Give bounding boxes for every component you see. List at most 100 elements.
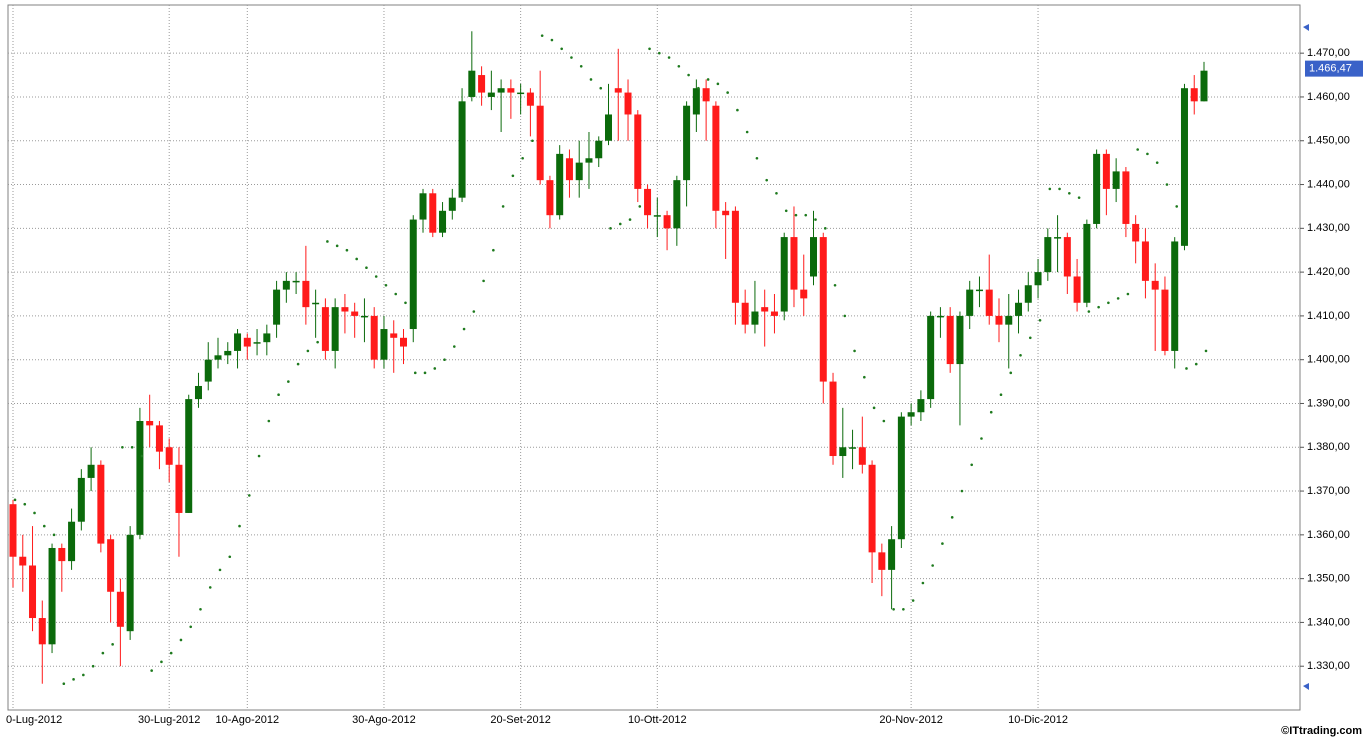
candle-body — [263, 333, 271, 343]
candle-body — [282, 280, 290, 290]
candle-body — [146, 420, 154, 426]
scroll-marker — [1303, 24, 1309, 31]
candle-body — [360, 315, 368, 318]
candle-body — [58, 547, 66, 562]
candle-body — [780, 237, 788, 312]
candle-body — [936, 315, 944, 318]
sar-dot — [247, 494, 251, 497]
candle-body — [419, 193, 427, 220]
candle-body — [575, 162, 583, 181]
candle-body — [1044, 237, 1052, 273]
candle-body — [1132, 223, 1140, 242]
sar-dot — [1126, 292, 1130, 296]
candle-body — [1141, 241, 1149, 281]
sar-dot — [950, 516, 954, 519]
candle-body — [273, 289, 281, 325]
sar-dot — [892, 607, 895, 611]
sar-dot — [189, 625, 193, 629]
candle-body — [1171, 241, 1179, 351]
candle-body — [653, 215, 661, 217]
sar-dot — [462, 327, 466, 331]
sar-dot — [335, 244, 339, 248]
sar-dot — [326, 240, 329, 243]
y-tick-label: 1.400,00 — [1307, 354, 1350, 366]
candle-body — [1180, 88, 1188, 246]
candle-body — [380, 329, 388, 360]
candle-body — [497, 88, 505, 93]
candle-body — [234, 333, 242, 351]
sar-dot — [989, 410, 993, 414]
y-tick-label: 1.390,00 — [1307, 397, 1350, 409]
sar-dot — [365, 266, 368, 270]
candle-body — [526, 92, 534, 106]
sar-dot — [1077, 196, 1081, 199]
candle-body — [1102, 153, 1110, 189]
candle-body — [185, 399, 193, 513]
candle-body — [77, 477, 85, 522]
source: ©ITtrading.com — [1281, 725, 1362, 737]
candle-body — [946, 315, 954, 365]
candle-body — [1054, 237, 1062, 239]
y-tick-label: 1.440,00 — [1307, 178, 1350, 190]
candle-body — [800, 289, 808, 299]
y-tick-label: 1.360,00 — [1307, 529, 1350, 541]
candle-body — [1073, 276, 1081, 303]
candle-body — [761, 307, 769, 312]
candle-body — [399, 337, 407, 347]
sar-dot — [23, 502, 27, 506]
sar-dot — [765, 178, 768, 182]
sar-dot — [736, 108, 739, 112]
sar-dot — [804, 213, 808, 217]
sar-dot — [443, 358, 446, 361]
sar-dot — [179, 638, 183, 642]
sar-dot — [130, 445, 134, 449]
sar-dot — [550, 38, 554, 42]
sar-dot — [960, 489, 964, 493]
sar-dot — [775, 191, 778, 195]
sar-dot — [140, 454, 144, 458]
sar-dot — [570, 56, 573, 59]
candle-body — [897, 416, 905, 540]
sar-dot — [1038, 318, 1042, 322]
y-tick-label: 1.350,00 — [1307, 573, 1350, 585]
candle-body — [19, 556, 27, 566]
sar-dot — [1087, 310, 1091, 313]
last-price-box — [1305, 60, 1363, 77]
sar-dot — [1204, 349, 1208, 353]
candle-body — [87, 464, 95, 478]
candle-body — [321, 307, 329, 351]
candle-body — [770, 311, 778, 316]
sar-dot — [560, 47, 563, 51]
sar-dot — [833, 283, 837, 287]
y-tick-label: 1.460,00 — [1307, 91, 1350, 103]
candle-body — [1122, 171, 1130, 224]
candle-body — [1005, 315, 1013, 325]
sar-dot — [1175, 205, 1179, 208]
sar-dot — [13, 498, 17, 502]
sar-dot — [1028, 336, 1032, 340]
sar-dot — [208, 586, 212, 589]
sar-dot — [52, 533, 56, 537]
sar-dot — [501, 205, 505, 208]
candle-body — [1015, 302, 1023, 316]
sar-dot — [755, 156, 759, 160]
sar-dot — [970, 463, 974, 467]
sar-dot — [238, 524, 241, 528]
candle-body — [390, 333, 398, 338]
sar-dot — [823, 227, 827, 230]
candle-body — [312, 302, 320, 305]
y-tick-label: 1.370,00 — [1307, 485, 1350, 497]
candle-body — [155, 425, 163, 452]
candle-body — [917, 399, 925, 413]
candle-body — [302, 280, 310, 308]
candle-body — [97, 464, 105, 544]
x-tick-label: 10-Ott-2012 — [628, 714, 687, 726]
candle-body — [829, 381, 837, 457]
sar-dot — [677, 65, 681, 68]
sar-dot — [863, 375, 866, 379]
candle-body — [194, 385, 202, 400]
candle-body — [839, 447, 847, 457]
candle-body — [995, 315, 1003, 325]
sar-dot — [999, 393, 1003, 397]
